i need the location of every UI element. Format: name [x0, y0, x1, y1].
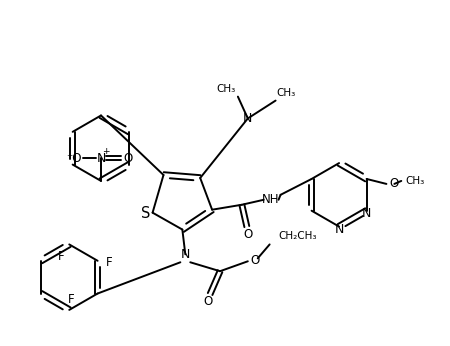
- Text: O: O: [123, 152, 132, 165]
- Text: CH₃: CH₃: [216, 84, 236, 94]
- Text: NH: NH: [262, 193, 279, 206]
- Text: +: +: [102, 147, 110, 156]
- Text: O: O: [203, 295, 213, 308]
- Text: N: N: [243, 112, 252, 125]
- Text: N: N: [334, 223, 344, 236]
- Text: CH₃: CH₃: [277, 88, 296, 98]
- Text: N: N: [96, 152, 106, 165]
- Text: S: S: [141, 206, 150, 221]
- Text: O: O: [251, 254, 260, 267]
- Text: CH₃: CH₃: [405, 176, 425, 186]
- Text: F: F: [68, 293, 75, 307]
- Text: N: N: [362, 207, 371, 220]
- Text: CH₂CH₃: CH₂CH₃: [278, 231, 317, 242]
- Text: F: F: [106, 256, 113, 269]
- Text: F: F: [58, 250, 65, 263]
- Text: O: O: [389, 177, 399, 190]
- Text: N: N: [180, 248, 190, 261]
- Text: O: O: [243, 228, 252, 241]
- Text: ⁻O: ⁻O: [67, 152, 82, 165]
